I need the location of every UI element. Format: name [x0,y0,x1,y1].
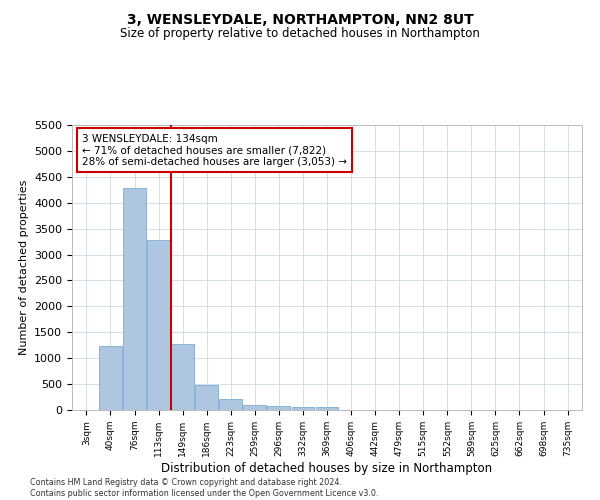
Text: 3 WENSLEYDALE: 134sqm
← 71% of detached houses are smaller (7,822)
28% of semi-d: 3 WENSLEYDALE: 134sqm ← 71% of detached … [82,134,347,167]
Bar [268,406,290,410]
Bar [195,385,218,410]
Bar [123,188,146,410]
Text: 3, WENSLEYDALE, NORTHAMPTON, NN2 8UT: 3, WENSLEYDALE, NORTHAMPTON, NN2 8UT [127,12,473,26]
Bar [220,399,242,410]
Y-axis label: Number of detached properties: Number of detached properties [19,180,29,355]
Bar [316,407,338,410]
Text: Contains HM Land Registry data © Crown copyright and database right 2024.
Contai: Contains HM Land Registry data © Crown c… [30,478,379,498]
Bar [171,344,194,410]
Bar [244,405,266,410]
Bar [292,407,314,410]
X-axis label: Distribution of detached houses by size in Northampton: Distribution of detached houses by size … [161,462,493,474]
Bar [147,240,170,410]
Text: Size of property relative to detached houses in Northampton: Size of property relative to detached ho… [120,28,480,40]
Bar [99,346,122,410]
